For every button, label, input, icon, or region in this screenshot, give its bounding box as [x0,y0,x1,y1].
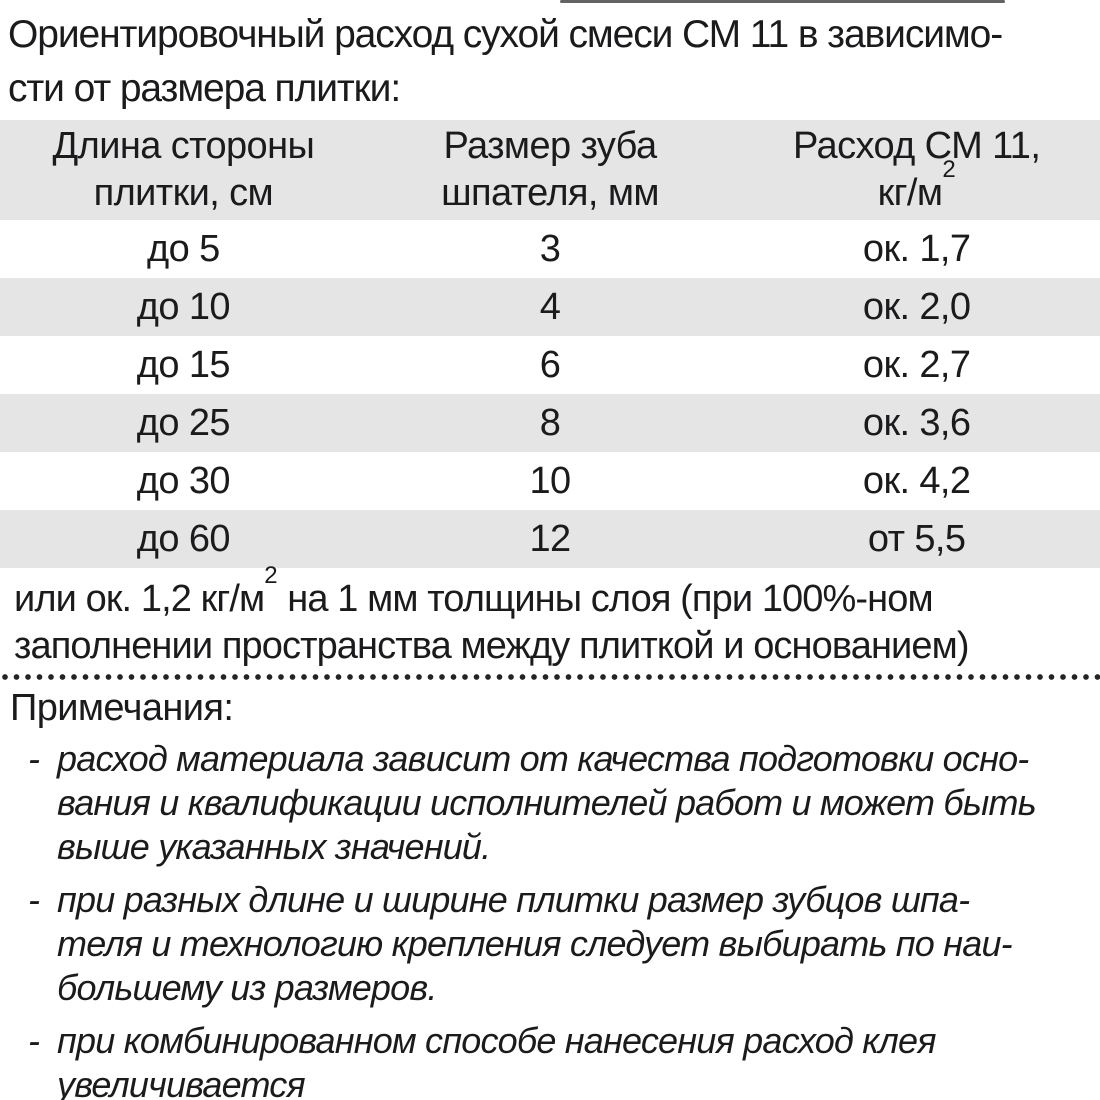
cell-consumption: ок. 2,7 [862,343,971,386]
table-row: до 30 10 ок. 4,2 [0,452,1100,510]
cell-consumption: ок. 2,0 [862,285,971,328]
cell-consumption: ок. 4,2 [862,459,971,502]
page-title-line1: Ориентировочный расход сухой смеси СМ 11… [8,13,1003,56]
cell-tooth-size: 10 [529,459,571,502]
cell-tile-side: до 25 [136,401,231,444]
notes-heading: Примечания: [10,687,234,729]
table-row: до 10 4 ок. 2,0 [0,278,1100,336]
cell-tile-side: до 5 [147,227,220,270]
cell-tile-side: до 15 [136,343,231,386]
dotted-divider [0,672,1100,682]
note-dash: - [28,879,40,920]
page-title: Ориентировочный расход сухой смеси СМ 11… [0,0,1100,116]
table-header-tile-side: Длина стороны плитки, см [52,125,315,214]
superscript-2: 2 [264,562,278,590]
footnote-line2: заполнении пространства между плиткой и … [14,625,969,667]
note-item: - при комбинированном способе нанесения … [0,1019,1100,1100]
cell-tile-side: до 10 [136,285,231,328]
note-item: - при разных длине и ширине плитки разме… [28,879,1013,1008]
consumption-table: Длина стороны плитки, см Размер зуба шпа… [0,120,1100,568]
page-title-line2: сти от размера плитки: [8,67,401,110]
table-header-consumption: Расход СМ 11, кг/м2 [793,125,1041,214]
cell-consumption: от 5,5 [867,517,966,560]
superscript-2: 2 [942,156,956,184]
footnote-line1: или ок. 1,2 кг/м2 на 1 мм толщины слоя (… [14,562,934,620]
crop-artifact-line [560,0,1005,3]
cell-tooth-size: 4 [539,285,561,328]
note-dash: - [28,738,40,779]
note-dash: - [28,1020,40,1061]
cell-tooth-size: 6 [539,343,561,386]
table-row: до 25 8 ок. 3,6 [0,394,1100,452]
cell-tile-side: до 30 [136,459,231,502]
cell-consumption: ок. 1,7 [862,227,971,270]
footnote: или ок. 1,2 кг/м2 на 1 мм толщины слоя (… [0,562,1100,670]
table-header-row: Длина стороны плитки, см Размер зуба шпа… [0,120,1100,220]
table-row: до 60 12 от 5,5 [0,510,1100,568]
table-row: до 15 6 ок. 2,7 [0,336,1100,394]
cell-tile-side: до 60 [136,517,231,560]
table-row: до 5 3 ок. 1,7 [0,220,1100,278]
cell-consumption: ок. 3,6 [862,401,971,444]
table-header-trowel-tooth: Размер зуба шпателя, мм [441,125,659,214]
cell-tooth-size: 12 [529,517,571,560]
note-item: - расход материала зависит от качества п… [28,738,1037,867]
cell-tooth-size: 8 [539,401,561,444]
cell-tooth-size: 3 [539,227,561,270]
